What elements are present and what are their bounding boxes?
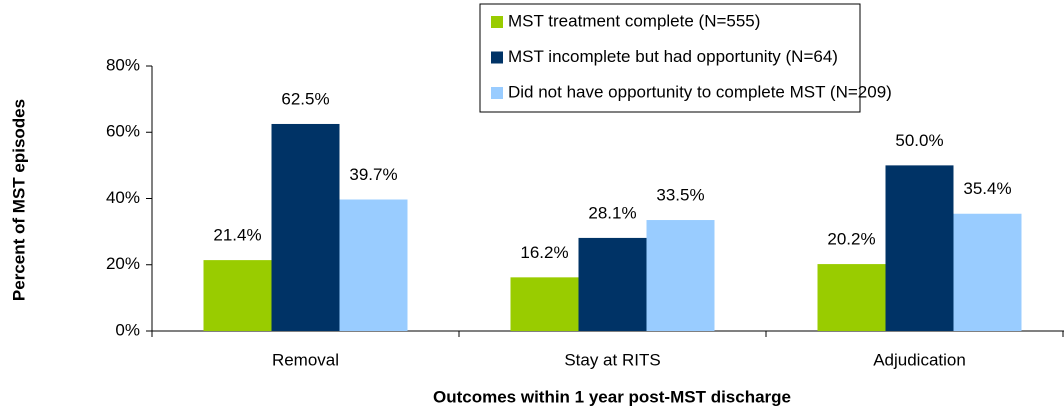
legend-label: MST incomplete but had opportunity (N=64…: [508, 47, 838, 66]
data-label: 39.7%: [349, 165, 397, 184]
bar: [203, 260, 272, 331]
bar: [339, 199, 408, 331]
bar: [817, 264, 886, 331]
y-tick-label: 80%: [106, 55, 140, 74]
data-label: 28.1%: [588, 203, 636, 222]
x-axis-title: Outcomes within 1 year post-MST discharg…: [433, 387, 791, 406]
bar: [885, 165, 954, 331]
legend-swatch: [491, 51, 503, 64]
y-tick-label: 20%: [106, 254, 140, 273]
legend-label: MST treatment complete (N=555): [508, 11, 760, 30]
bar: [271, 123, 340, 331]
bar: [953, 213, 1022, 331]
data-label: 33.5%: [656, 186, 704, 205]
data-label: 20.2%: [827, 230, 875, 249]
bar: [510, 277, 579, 331]
data-label: 62.5%: [281, 89, 329, 108]
x-tick-label: Stay at RITS: [564, 350, 660, 369]
bar: [646, 220, 715, 331]
y-axis-title: Percent of MST episodes: [9, 99, 28, 301]
data-label: 50.0%: [895, 131, 943, 150]
x-tick-label: Removal: [272, 350, 339, 369]
data-label: 21.4%: [213, 226, 261, 245]
bar: [578, 237, 647, 331]
x-tick-label: Adjudication: [873, 350, 966, 369]
legend-box: [479, 3, 861, 113]
legend-label: Did not have opportunity to complete MST…: [508, 82, 892, 101]
y-tick-label: 60%: [106, 122, 140, 141]
data-label: 16.2%: [520, 243, 568, 262]
y-tick-label: 0%: [115, 320, 140, 339]
data-label: 35.4%: [963, 179, 1011, 198]
y-tick-label: 40%: [106, 188, 140, 207]
legend-swatch: [491, 87, 503, 99]
legend-swatch: [491, 16, 503, 28]
